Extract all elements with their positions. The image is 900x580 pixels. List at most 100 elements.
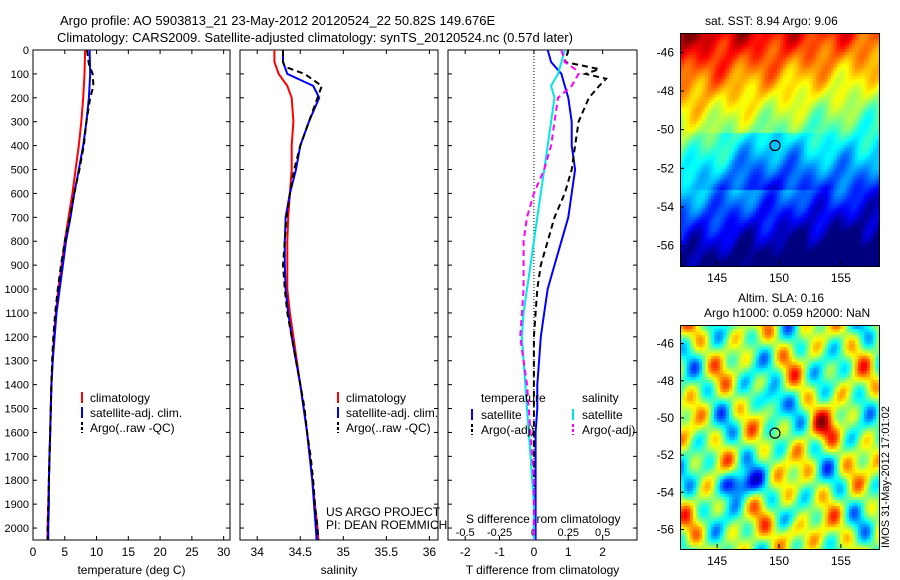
x-tick-label: 15 <box>122 545 136 559</box>
y-tick-label: 1000 <box>5 284 29 296</box>
legend-label: satellite-adj. clim. <box>346 406 438 420</box>
x-axis-label: salinity <box>321 563 358 577</box>
sst-map-title: sat. SST: 8.94 Argo: 9.06 <box>705 14 838 28</box>
map-y-tick-label: -52 <box>657 161 675 175</box>
series-satellite <box>520 49 566 540</box>
series-climatology <box>46 49 87 540</box>
y-tick-label: 1300 <box>5 356 29 368</box>
project-annotation: US ARGO PROJECT <box>326 505 441 519</box>
axes-frame <box>32 49 231 541</box>
panel-temperature: 0100200300400500600700800900100011001200… <box>5 45 231 577</box>
sst-map <box>680 33 880 267</box>
y-tick-label: 1600 <box>5 427 29 439</box>
x-tick-label: 35 <box>337 545 351 559</box>
map-y-tick-label: -56 <box>657 522 675 536</box>
x-axis-label: temperature (deg C) <box>77 563 185 577</box>
x-tick-label: -1 <box>494 545 505 559</box>
sla-map-subtitle: Argo h1000: 0.059 h2000: NaN <box>704 306 871 320</box>
panel-salinity: 34 34.5 35 35.5 36 salinity climatologysatelli… <box>239 49 447 577</box>
legend-label: satellite <box>481 408 522 422</box>
map-y-tick-label: -54 <box>657 200 675 214</box>
header-line-2: Climatology: CARS2009. Satellite-adjuste… <box>57 30 573 45</box>
x-tick-label: 0 <box>30 545 37 559</box>
legend-label: satellite-adj. clim. <box>90 406 182 420</box>
y-tick-label: 1200 <box>5 332 29 344</box>
x-tick-label: 0 <box>531 545 538 559</box>
x-tick-label: -2 <box>460 545 471 559</box>
s-tick-label: 0.5 <box>595 527 610 539</box>
project-annotation: PI: DEAN ROEMMICH <box>326 518 447 532</box>
legend-label: Argo(..raw -QC) <box>90 421 175 435</box>
timestamp-label: IMOS 31-May-2012 17:01:02 <box>880 406 892 548</box>
x-axis-label: T difference from climatology <box>466 563 620 577</box>
series-argo-adj- <box>532 49 609 540</box>
legend-title-temperature: temperature <box>481 391 546 405</box>
y-tick-label: 800 <box>11 236 29 248</box>
y-tick-label: 600 <box>11 188 29 200</box>
legend-label: satellite <box>582 408 623 422</box>
y-tick-label: 200 <box>11 93 29 105</box>
map-x-tick-label: 145 <box>707 271 727 285</box>
legend-label: climatology <box>346 391 406 405</box>
series-satellite <box>534 49 577 540</box>
legend-title-salinity: salinity <box>582 391 619 405</box>
map-y-tick-label: -56 <box>657 239 675 253</box>
map-y-tick-label: -50 <box>657 411 675 425</box>
y-tick-label: 1800 <box>5 475 29 487</box>
s-tick-label: -0.5 <box>456 527 475 539</box>
map-y-tick-label: -52 <box>657 448 675 462</box>
axes-frame <box>447 49 638 541</box>
legend-label: climatology <box>90 391 150 405</box>
series-argo-raw-qc- <box>281 50 324 541</box>
series-satellite-adj-clim- <box>47 49 92 540</box>
x-tick-label: 5 <box>61 545 68 559</box>
x-tick-label: 35.5 <box>375 545 399 559</box>
map-y-tick-label: -48 <box>657 84 675 98</box>
map-x-tick-label: 150 <box>769 554 789 568</box>
y-tick-label: 0 <box>23 45 29 57</box>
x-tick-label: 34 <box>251 545 265 559</box>
x-tick-label: 30 <box>217 545 231 559</box>
y-tick-label: 1100 <box>5 308 29 320</box>
map-x-tick-label: 155 <box>831 554 851 568</box>
y-tick-label: 900 <box>11 260 29 272</box>
legend-label: Argo(-adj) <box>481 423 534 437</box>
series-argo-raw-qc- <box>46 49 95 540</box>
map-x-tick-label: 145 <box>707 554 727 568</box>
s-tick-label: -0.25 <box>487 527 512 539</box>
x-tick-label: 2 <box>599 545 606 559</box>
x-tick-label: 34.5 <box>289 545 313 559</box>
x-tick-label: 1 <box>565 545 572 559</box>
y-tick-label: 100 <box>11 69 29 81</box>
x-tick-label: 25 <box>185 545 199 559</box>
sla-map-title: Altim. SLA: 0.16 <box>738 291 825 305</box>
map-y-tick-label: -50 <box>657 123 675 137</box>
panel-differences: -2 -1 0 1 2 T difference from climatology -0.5… <box>447 49 638 577</box>
y-tick-label: 2000 <box>5 523 29 535</box>
y-tick-label: 1700 <box>5 451 29 463</box>
y-tick-label: 400 <box>11 141 29 153</box>
s-tick-label: 0.25 <box>558 527 579 539</box>
x-tick-label: 36 <box>423 545 437 559</box>
profile-plots: 0100200300400500600700800900100011001200… <box>5 45 638 577</box>
sla-map <box>680 325 880 550</box>
map-x-tick-label: 150 <box>769 271 789 285</box>
map-x-tick-label: 155 <box>831 271 851 285</box>
map-y-tick-label: -46 <box>657 337 675 351</box>
legend-label: Argo(-adj) <box>582 423 635 437</box>
series-argo-adj- <box>519 49 580 540</box>
x-tick-label: 20 <box>153 545 167 559</box>
map-y-tick-label: -54 <box>657 485 675 499</box>
legend-label: Argo(..raw -QC) <box>346 421 431 435</box>
axes-frame <box>239 49 439 541</box>
map-y-tick-label: -46 <box>657 45 675 59</box>
y-tick-label: 500 <box>11 165 29 177</box>
header-line-1: Argo profile: AO 5903813_21 23-May-2012 … <box>60 13 496 28</box>
y-tick-label: 1400 <box>5 380 29 392</box>
y-tick-label: 1500 <box>5 404 29 416</box>
x-tick-label: 10 <box>90 545 104 559</box>
y-tick-label: 1900 <box>5 499 29 511</box>
map-y-tick-label: -48 <box>657 374 675 388</box>
y-tick-label: 700 <box>11 212 29 224</box>
y-tick-label: 300 <box>11 117 29 129</box>
